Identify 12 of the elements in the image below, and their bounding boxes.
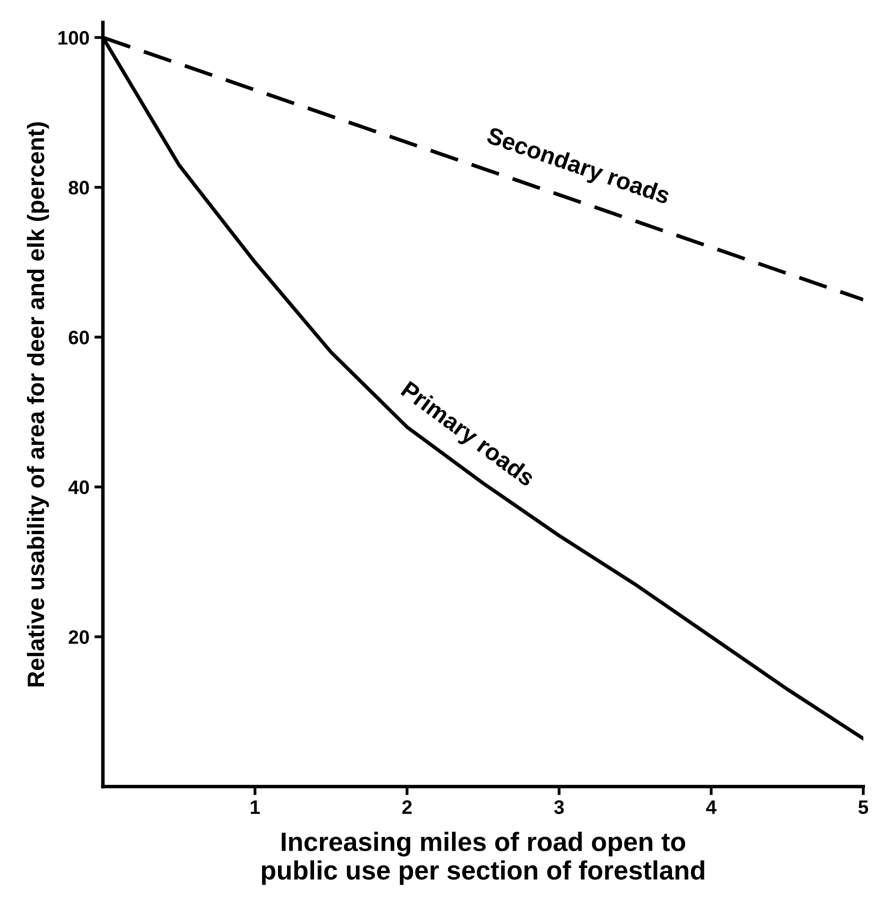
y-tick-label: 20 xyxy=(68,630,89,644)
x-tick-label: 4 xyxy=(706,800,717,814)
x-tick-label: 5 xyxy=(858,800,868,814)
y-axis-title: Relative usability of area for deer and elk (percent) xyxy=(26,122,49,686)
x-axis-title: Increasing miles of road open to public use per section of forestland xyxy=(262,832,704,885)
y-tick-label: 100 xyxy=(58,30,89,45)
y-tick-label: 60 xyxy=(68,330,89,344)
x-tick-label: 3 xyxy=(554,800,564,814)
y-tick-label: 80 xyxy=(68,180,89,195)
x-tick-label: 1 xyxy=(250,800,260,814)
x-tick-label: 2 xyxy=(402,800,412,814)
y-tick-label: 40 xyxy=(68,480,89,494)
